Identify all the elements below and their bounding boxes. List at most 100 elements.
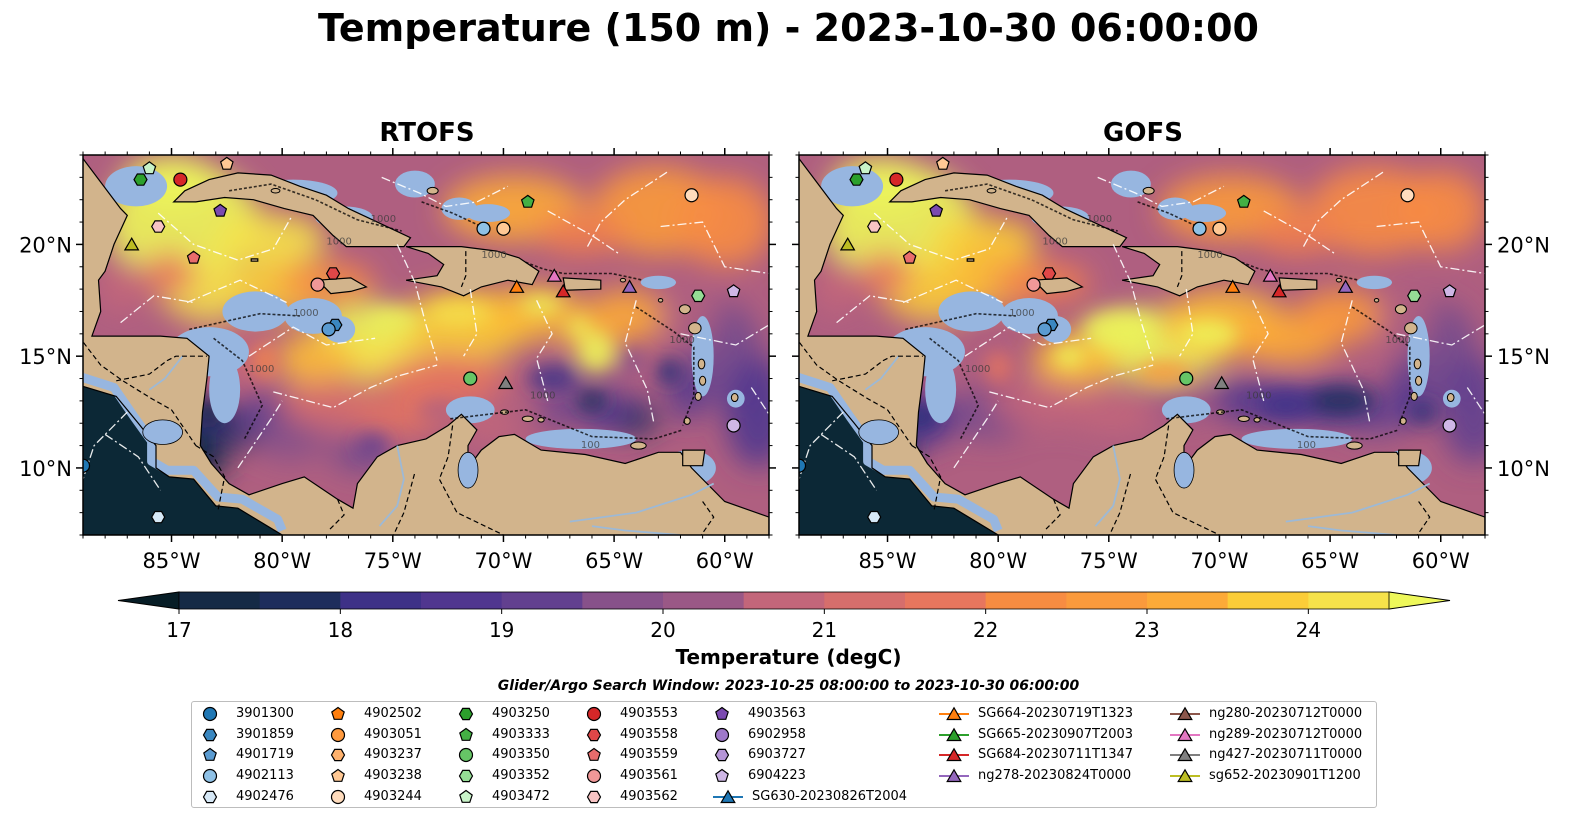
eez-boundary [1097,176,1225,208]
observation-circle [799,458,807,473]
small-island [678,304,691,315]
river [864,355,900,391]
legend-item: ng280-20230712T0000 [1169,704,1362,724]
observation-hexagon [867,220,882,233]
observation-hexagon [1041,267,1057,280]
lon-tick-label: 80°W [253,549,311,573]
country-border [460,251,467,288]
eez-boundary [750,387,769,415]
small-island [697,358,706,370]
eez-boundary [680,324,769,346]
observation-hexagon [867,510,882,524]
temperature-blob [275,331,356,386]
temperature-blob [1068,396,1158,433]
land-jamaica [316,277,368,295]
legend-label: sg652-20230901T1200 [1209,768,1361,784]
eez-boundary [381,176,509,208]
legend-symbol-circle [202,706,218,722]
small-island [1404,322,1418,335]
lat-tick-label-left: 15°N [19,345,72,369]
eez-boundary [989,364,1154,409]
legend-symbol-circle [586,768,602,784]
legend-label: 3901859 [236,726,294,742]
land-trinidad [682,449,706,467]
legend-item: 4903238 [328,766,422,786]
legend-label: 6904223 [748,768,806,784]
legend-marker [586,706,602,722]
temperature-blob [676,177,769,267]
eddy-blob [656,358,683,386]
observation-hexagon [325,267,341,280]
observation-triangle [123,236,140,251]
small-island [537,417,545,423]
legend-symbol-hexagon [202,790,218,803]
legend-symbol-pentagon [587,748,601,762]
observation-markers [83,156,741,524]
colorbar-tick-label: 23 [1134,618,1159,642]
small-island [270,188,281,194]
lon-tick-label: 70°W [474,549,532,573]
contour-label: 1000 [530,391,555,402]
observation-circle [1026,277,1041,292]
observation-circle [726,418,741,433]
eez-boundary [1376,221,1485,275]
contour-label: 1000 [1009,308,1034,319]
temperature-blob [536,210,626,256]
eddy-blob [357,434,389,457]
temperature-blob [215,213,327,267]
land-cayman [250,258,259,262]
river [1094,445,1121,527]
legend-marker [939,768,969,783]
pacific-coastline [83,385,284,535]
small-island [426,186,439,195]
legend-item: SG684-20230711T1347 [938,745,1133,765]
eez-boundary [902,279,1003,304]
legend-symbol-circle [330,727,346,742]
eddy-blob [426,302,493,325]
temperature-blob [724,356,769,468]
observation-circle [173,172,188,187]
legend-item: SG664-20230719T1323 [938,704,1133,724]
legend-marker [203,748,217,762]
country-border [1108,472,1132,535]
legend-item: 4903561 [584,766,678,786]
lon-tick-label: 65°W [585,549,643,573]
observation-markers [799,156,1457,524]
legend-label: SG630-20230826T2004 [752,788,908,804]
country-border [438,425,507,535]
observation-circle [463,371,478,386]
legend-label: 4902476 [236,788,294,804]
contour-label: 1000 [326,236,351,247]
legend-item: 4903553 [584,704,678,724]
lake-nicaragua [858,419,899,445]
legend-label: 6902958 [748,726,806,742]
country-border [328,498,345,531]
legend-marker [458,748,474,763]
river [591,525,681,535]
lon-tick-label: 70°W [1190,549,1248,573]
legend-item: 4901719 [200,745,294,765]
eez-boundary [836,295,910,324]
panel-title-rtofs: RTOFS [379,118,475,148]
temperature-blob [536,394,581,426]
lat-tick-label-right: 10°N [1497,457,1550,481]
eddy-blob [618,349,646,372]
temperature-blob [585,289,665,343]
legend-marker [202,728,218,741]
isobath-1000m [944,183,1118,232]
eddy-blob [366,309,420,332]
eez-boundary [547,210,619,254]
legend-item: 4903333 [456,725,550,745]
shelf-area [925,356,957,424]
map-panel-rtofs: 1000 1000 1000 100 1000 1000 1000 1000 [76,148,776,542]
map-frame [798,154,1486,536]
observation-triangle [1213,375,1230,390]
observation-hexagon [151,510,166,524]
temperature-blob [1440,356,1485,464]
legend-marker [939,727,969,741]
observation-circle [83,458,91,473]
lat-tick-label-left: 10°N [19,457,72,481]
observation-circle [496,221,511,236]
small-island [630,441,647,450]
